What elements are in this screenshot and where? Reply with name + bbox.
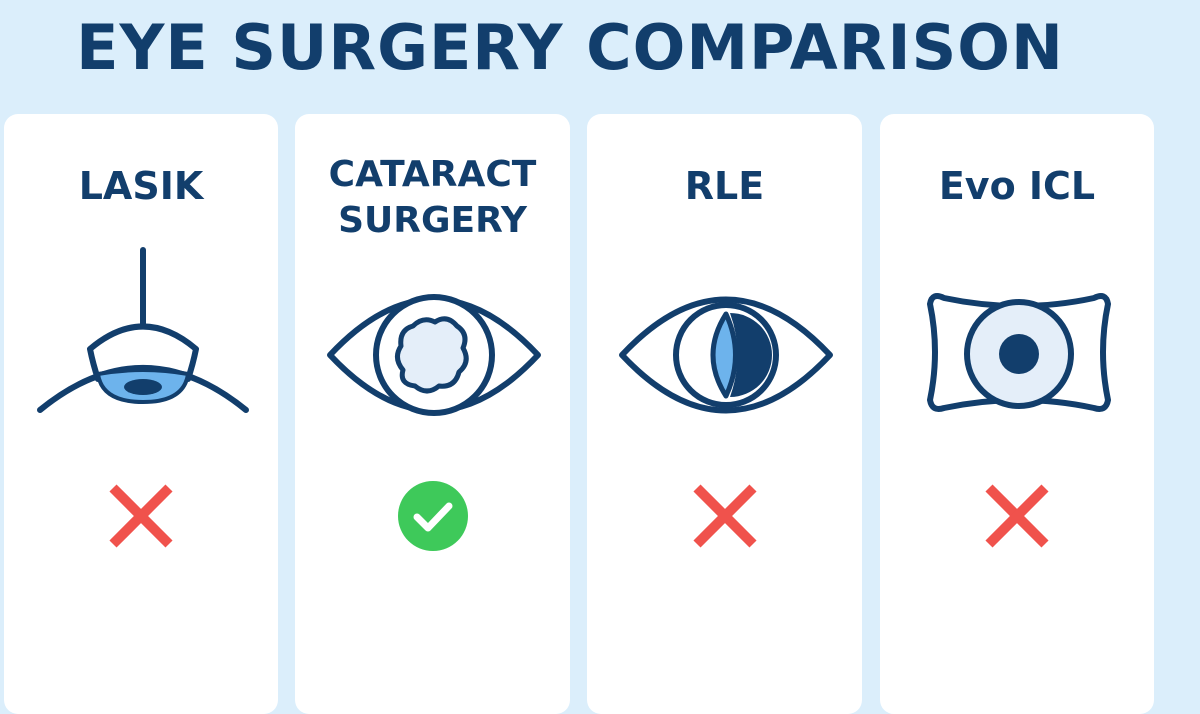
card-rle: RLE — [587, 114, 862, 714]
rle-eye-icon — [619, 296, 833, 414]
card-title: CATARACT SURGERY — [295, 152, 570, 244]
card-title-line: SURGERY — [338, 200, 527, 241]
card-title-line: Evo ICL — [938, 164, 1096, 208]
card-title-line: CATARACT — [328, 154, 537, 195]
red-x-icon — [109, 484, 173, 548]
card-title-line: LASIK — [78, 164, 204, 208]
lasik-eye-icon — [37, 247, 249, 413]
green-check-icon — [397, 481, 468, 551]
red-x-icon — [692, 484, 757, 548]
card-title: RLE — [587, 164, 862, 208]
icl-lens-icon — [927, 293, 1111, 412]
card-evo-icl: Evo ICL — [880, 114, 1154, 714]
card-title-line: RLE — [684, 164, 765, 208]
red-x-icon — [985, 484, 1049, 548]
card-title: LASIK — [4, 164, 278, 208]
card-title: Evo ICL — [880, 164, 1154, 208]
card-lasik: LASIK — [4, 114, 278, 714]
page-title: EYE SURGERY COMPARISON — [76, 11, 1064, 84]
card-cataract-surgery: CATARACT SURGERY — [295, 114, 570, 714]
cataract-eye-icon — [327, 294, 541, 416]
